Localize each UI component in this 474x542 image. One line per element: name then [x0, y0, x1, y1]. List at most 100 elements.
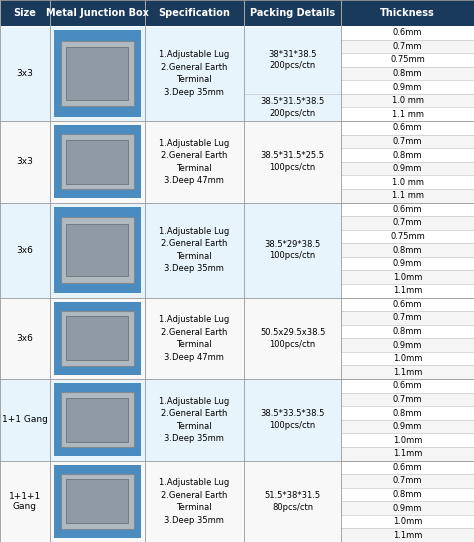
- Text: 38.5*31.5*38.5
200pcs/ctn: 38.5*31.5*38.5 200pcs/ctn: [261, 97, 325, 118]
- Text: 38.5*31.5*25.5
100pcs/ctn: 38.5*31.5*25.5 100pcs/ctn: [261, 151, 325, 172]
- Text: 1.Adjustable Lug
2.General Earth
Terminal
3.Deep 35mm: 1.Adjustable Lug 2.General Earth Termina…: [159, 227, 229, 273]
- Bar: [61, 41, 134, 106]
- Bar: [66, 479, 128, 524]
- Bar: [145, 26, 244, 121]
- Bar: [0, 203, 50, 298]
- Text: 0.6mm: 0.6mm: [393, 28, 422, 37]
- Bar: [341, 338, 474, 352]
- Text: 51.5*38*31.5
80pcs/ctn: 51.5*38*31.5 80pcs/ctn: [264, 491, 321, 512]
- Text: 0.9mm: 0.9mm: [393, 422, 422, 431]
- Text: 1.0mm: 1.0mm: [393, 436, 422, 444]
- Bar: [61, 474, 134, 529]
- Bar: [0, 0, 474, 26]
- Text: 1.0mm: 1.0mm: [393, 517, 422, 526]
- Text: 0.9mm: 0.9mm: [393, 82, 422, 92]
- Bar: [66, 316, 128, 360]
- Bar: [341, 53, 474, 67]
- Bar: [341, 270, 474, 284]
- Bar: [341, 461, 474, 474]
- Text: Metal Junction Box: Metal Junction Box: [46, 8, 149, 18]
- Bar: [0, 26, 50, 121]
- Bar: [61, 217, 134, 283]
- Bar: [341, 352, 474, 365]
- Bar: [341, 325, 474, 338]
- Bar: [66, 224, 128, 276]
- Bar: [341, 365, 474, 379]
- Text: 3x3: 3x3: [17, 157, 33, 166]
- Bar: [341, 26, 474, 40]
- Bar: [341, 176, 474, 189]
- Bar: [341, 447, 474, 461]
- Bar: [341, 148, 474, 162]
- Bar: [341, 162, 474, 176]
- Text: 1.1mm: 1.1mm: [393, 286, 422, 295]
- Bar: [54, 207, 141, 293]
- Bar: [341, 501, 474, 515]
- Bar: [50, 121, 145, 203]
- Bar: [244, 298, 341, 379]
- Text: 0.7mm: 0.7mm: [393, 395, 422, 404]
- Bar: [341, 406, 474, 420]
- Bar: [341, 216, 474, 230]
- Bar: [0, 461, 50, 542]
- Text: 3x6: 3x6: [17, 334, 33, 343]
- Text: 50.5x29.5x38.5
100pcs/ctn: 50.5x29.5x38.5 100pcs/ctn: [260, 328, 325, 349]
- Text: 1.1mm: 1.1mm: [393, 449, 422, 458]
- Bar: [244, 461, 341, 542]
- Text: 0.7mm: 0.7mm: [393, 313, 422, 322]
- Text: 1.1mm: 1.1mm: [393, 368, 422, 377]
- Bar: [341, 257, 474, 270]
- Text: 38.5*29*38.5
100pcs/ctn: 38.5*29*38.5 100pcs/ctn: [264, 240, 321, 261]
- Bar: [341, 284, 474, 298]
- Text: 1+1 Gang: 1+1 Gang: [2, 415, 48, 424]
- Text: 0.7mm: 0.7mm: [393, 476, 422, 486]
- Bar: [50, 203, 145, 298]
- Text: 1.0 mm: 1.0 mm: [392, 178, 424, 186]
- Text: 0.8mm: 0.8mm: [393, 490, 422, 499]
- Text: 0.8mm: 0.8mm: [393, 409, 422, 417]
- Text: 1.0 mm: 1.0 mm: [392, 96, 424, 105]
- Text: 1.0mm: 1.0mm: [393, 273, 422, 282]
- Text: 1+1+1
Gang: 1+1+1 Gang: [9, 492, 41, 511]
- Bar: [66, 140, 128, 184]
- Text: 0.6mm: 0.6mm: [393, 463, 422, 472]
- Bar: [54, 383, 141, 456]
- Text: 1.1 mm: 1.1 mm: [392, 110, 424, 119]
- Bar: [244, 379, 341, 461]
- Bar: [341, 474, 474, 488]
- Bar: [341, 94, 474, 107]
- Bar: [244, 26, 341, 121]
- Bar: [341, 80, 474, 94]
- Text: 0.75mm: 0.75mm: [390, 55, 425, 64]
- Text: 1.Adjustable Lug
2.General Earth
Terminal
3.Deep 35mm: 1.Adjustable Lug 2.General Earth Termina…: [159, 478, 229, 525]
- Text: 0.7mm: 0.7mm: [393, 42, 422, 51]
- Bar: [50, 26, 145, 121]
- Text: 0.9mm: 0.9mm: [393, 504, 422, 513]
- Bar: [341, 515, 474, 528]
- Bar: [341, 121, 474, 134]
- Text: 1.0mm: 1.0mm: [393, 354, 422, 363]
- Text: 1.Adjustable Lug
2.General Earth
Terminal
3.Deep 35mm: 1.Adjustable Lug 2.General Earth Termina…: [159, 50, 229, 97]
- Bar: [61, 311, 134, 366]
- Bar: [50, 461, 145, 542]
- Bar: [341, 243, 474, 257]
- Bar: [54, 302, 141, 375]
- Text: 1.Adjustable Lug
2.General Earth
Terminal
3.Deep 47mm: 1.Adjustable Lug 2.General Earth Termina…: [159, 315, 229, 362]
- Text: Thickness: Thickness: [380, 8, 435, 18]
- Bar: [341, 392, 474, 406]
- Bar: [0, 121, 50, 203]
- Text: 1.Adjustable Lug
2.General Earth
Terminal
3.Deep 35mm: 1.Adjustable Lug 2.General Earth Termina…: [159, 397, 229, 443]
- Bar: [341, 107, 474, 121]
- Bar: [244, 121, 341, 203]
- Text: 0.9mm: 0.9mm: [393, 259, 422, 268]
- Bar: [50, 298, 145, 379]
- Text: 0.6mm: 0.6mm: [393, 300, 422, 309]
- Text: Size: Size: [13, 8, 36, 18]
- Bar: [54, 465, 141, 538]
- Bar: [341, 434, 474, 447]
- Text: 0.8mm: 0.8mm: [393, 246, 422, 255]
- Text: Specification: Specification: [158, 8, 230, 18]
- Bar: [341, 488, 474, 501]
- Bar: [0, 379, 50, 461]
- Text: 3x6: 3x6: [17, 246, 33, 255]
